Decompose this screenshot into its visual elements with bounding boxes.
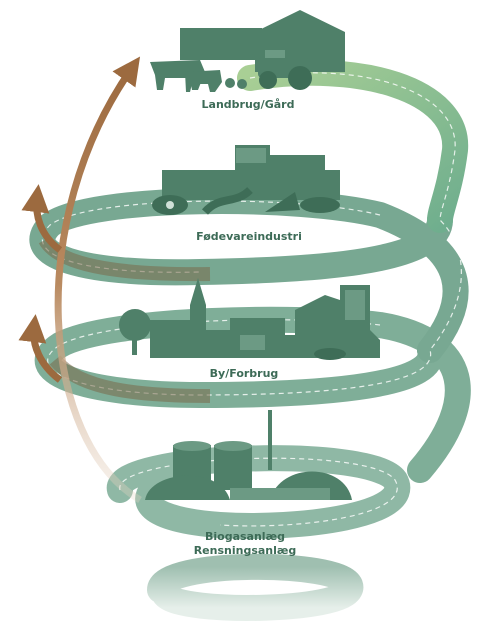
return-arrows bbox=[34, 68, 140, 500]
arrow bbox=[58, 68, 140, 500]
stage-label: Rensningsanlæg bbox=[194, 544, 297, 557]
stage-label: Fødevareindustri bbox=[196, 230, 302, 243]
biogas-cycle-diagram: Landbrug/Gård Fødevareindustri By/Forbru… bbox=[0, 0, 493, 629]
stage-label: By/Forbrug bbox=[210, 367, 279, 380]
stage-label: Biogasanlæg bbox=[205, 530, 285, 543]
stage-label: Landbrug/Gård bbox=[202, 98, 295, 111]
spiral-bottom bbox=[160, 567, 350, 608]
